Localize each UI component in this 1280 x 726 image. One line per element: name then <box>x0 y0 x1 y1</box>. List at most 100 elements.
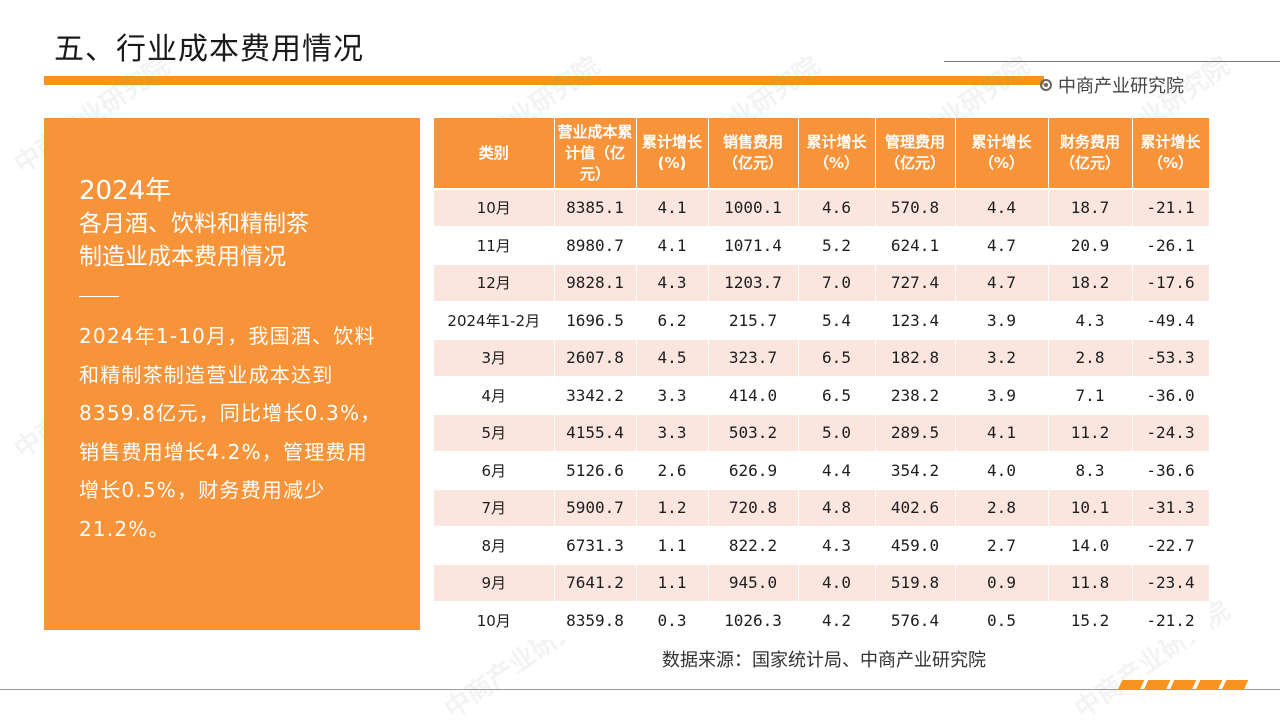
table-cell: 1071.4 <box>708 226 799 265</box>
row-category: 4月 <box>434 376 555 415</box>
table-cell: 18.2 <box>1048 264 1133 303</box>
table-cell: 4.3 <box>636 264 709 303</box>
table-cell: -21.2 <box>1132 601 1210 640</box>
panel-body-line: 增长0.5%，财务费用减少 <box>79 478 326 502</box>
table-cell: -31.3 <box>1132 489 1210 528</box>
brand-name: 中商产业研究院 <box>1058 76 1184 97</box>
table-cell: 4.7 <box>955 264 1049 303</box>
table-cell: 4.1 <box>955 414 1049 453</box>
table-row: 3月 2607.8 4.5 323.7 6.5 182.8 3.2 2.8 -53.3 <box>434 339 1210 378</box>
table-cell: 4.4 <box>955 189 1049 228</box>
brand-circle-icon <box>1040 79 1052 91</box>
data-source: 数据来源：国家统计局、中商产业研究院 <box>662 650 986 671</box>
row-category: 10月 <box>434 601 555 640</box>
table-cell: 3.3 <box>636 376 709 415</box>
column-header: 营业成本累计值（亿元） <box>554 118 637 190</box>
page-title: 五、行业成本费用情况 <box>54 32 364 67</box>
panel-body-line: 21.2%。 <box>79 516 170 541</box>
table-row: 6月 5126.6 2.6 626.9 4.4 354.2 4.0 8.3 -36.6 <box>434 451 1210 490</box>
summary-panel: 2024年 各月酒、饮料和精制茶 制造业成本费用情况 2024年1-10月，我国… <box>44 118 420 630</box>
table-cell: 4155.4 <box>554 414 637 453</box>
table-cell: 7641.2 <box>554 564 637 603</box>
row-category: 12月 <box>434 264 555 303</box>
table-cell: -49.4 <box>1132 301 1210 340</box>
table-cell: 7.1 <box>1048 376 1133 415</box>
table-cell: 7.0 <box>798 264 876 303</box>
table-cell: 4.1 <box>636 189 709 228</box>
table-cell: 2.8 <box>1048 339 1133 378</box>
table-cell: 4.2 <box>798 601 876 640</box>
row-category: 2024年1-2月 <box>434 301 555 340</box>
row-category: 6月 <box>434 451 555 490</box>
table-cell: 503.2 <box>708 414 799 453</box>
panel-body-line: 8359.8亿元，同比增长0.3%， <box>79 401 382 425</box>
table-cell: 8385.1 <box>554 189 637 228</box>
table-cell: 0.3 <box>636 601 709 640</box>
table-cell: 238.2 <box>875 376 956 415</box>
table-cell: 3.9 <box>955 376 1049 415</box>
table-cell: 289.5 <box>875 414 956 453</box>
table-cell: 5900.7 <box>554 489 637 528</box>
table-cell: 626.9 <box>708 451 799 490</box>
table-cell: 5.4 <box>798 301 876 340</box>
table-cell: 570.8 <box>875 189 956 228</box>
row-category: 11月 <box>434 226 555 265</box>
table-cell: 402.6 <box>875 489 956 528</box>
table-cell: 10.1 <box>1048 489 1133 528</box>
table-cell: 2.7 <box>955 526 1049 565</box>
table-row: 11月 8980.7 4.1 1071.4 5.2 624.1 4.7 20.9 -26.1 <box>434 226 1210 265</box>
header-divider <box>944 61 1280 62</box>
table-row: 2024年1-2月 1696.5 6.2 215.7 5.4 123.4 3.9 4.3 -49… <box>434 301 1210 340</box>
table-cell: 4.8 <box>798 489 876 528</box>
table-row: 5月 4155.4 3.3 503.2 5.0 289.5 4.1 11.2 -24.3 <box>434 414 1210 453</box>
footer-stripes <box>1117 680 1249 690</box>
panel-body-line: 和精制茶制造营业成本达到 <box>79 362 334 387</box>
table-cell: 14.0 <box>1048 526 1133 565</box>
table-cell: 1.1 <box>636 564 709 603</box>
panel-body: 2024年1-10月，我国酒、饮料 和精制茶制造营业成本达到 8359.8亿元，… <box>79 317 390 548</box>
table-cell: 0.9 <box>955 564 1049 603</box>
table-cell: 5.0 <box>798 414 876 453</box>
table-cell: -22.7 <box>1132 526 1210 565</box>
table-cell: 4.5 <box>636 339 709 378</box>
table-cell: 3.2 <box>955 339 1049 378</box>
row-category: 8月 <box>434 526 555 565</box>
table-cell: 11.2 <box>1048 414 1133 453</box>
table-cell: 5.2 <box>798 226 876 265</box>
table-cell: -23.4 <box>1132 564 1210 603</box>
panel-body-line: 2024年1-10月，我国酒、饮料 <box>79 324 376 348</box>
panel-heading-line1: 各月酒、饮料和精制茶 <box>79 211 309 237</box>
table-cell: 822.2 <box>708 526 799 565</box>
cost-table: 类别 营业成本累计值（亿元） 累计增长(%) 销售费用（亿元） 累计增长（%） 管理费用（… <box>434 118 1210 640</box>
column-header: 累计增长(%) <box>636 118 709 190</box>
table-cell: 2.8 <box>955 489 1049 528</box>
table-cell: 8359.8 <box>554 601 637 640</box>
table-cell: 3342.2 <box>554 376 637 415</box>
table-cell: 1203.7 <box>708 264 799 303</box>
table-cell: 215.7 <box>708 301 799 340</box>
row-category: 5月 <box>434 414 555 453</box>
table-cell: -17.6 <box>1132 264 1210 303</box>
column-header: 管理费用（亿元） <box>875 118 956 190</box>
table-cell: 354.2 <box>875 451 956 490</box>
table-cell: -36.0 <box>1132 376 1210 415</box>
table-cell: 4.4 <box>798 451 876 490</box>
table-cell: 182.8 <box>875 339 956 378</box>
column-header: 累计增长（%） <box>1132 118 1210 190</box>
table-cell: -36.6 <box>1132 451 1210 490</box>
table-cell: -21.1 <box>1132 189 1210 228</box>
row-category: 3月 <box>434 339 555 378</box>
table-cell: 8.3 <box>1048 451 1133 490</box>
table-cell: 6.5 <box>798 376 876 415</box>
table-cell: 4.0 <box>798 564 876 603</box>
table-cell: 4.3 <box>798 526 876 565</box>
table-cell: 2.6 <box>636 451 709 490</box>
table-row: 10月 8359.8 0.3 1026.3 4.2 576.4 0.5 15.2 -21.2 <box>434 601 1210 640</box>
table-cell: 6731.3 <box>554 526 637 565</box>
column-header: 类别 <box>434 118 555 190</box>
row-category: 10月 <box>434 189 555 228</box>
title-underline <box>44 76 1044 85</box>
table-header-row: 类别 营业成本累计值（亿元） 累计增长(%) 销售费用（亿元） 累计增长（%） 管理费用（… <box>434 118 1210 190</box>
table-row: 7月 5900.7 1.2 720.8 4.8 402.6 2.8 10.1 -31.3 <box>434 489 1210 528</box>
table-row: 8月 6731.3 1.1 822.2 4.3 459.0 2.7 14.0 -22.7 <box>434 526 1210 565</box>
